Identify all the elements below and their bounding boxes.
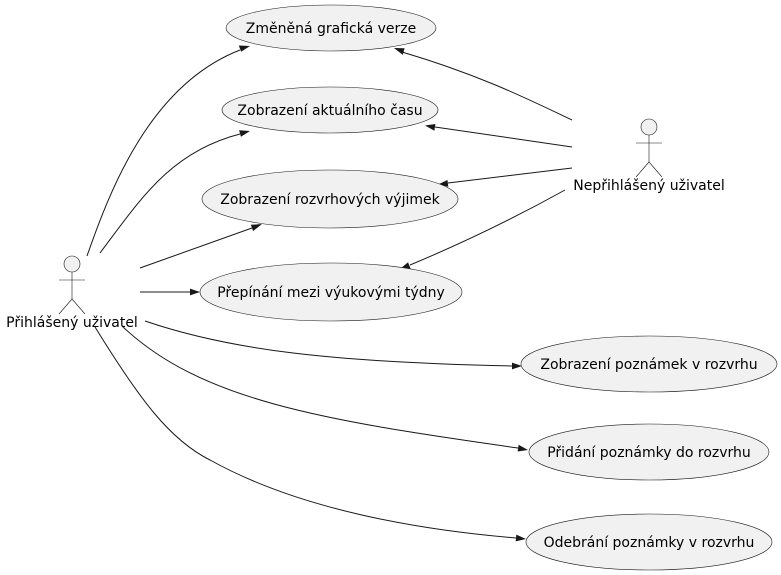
use-case-uc5: Zobrazení poznámek v rozvrhu [520,335,778,393]
arrowhead-uc5-from-logged [512,362,522,370]
arrowhead-uc3-from-anon [438,180,449,187]
edge-logged-uc5 [144,320,513,367]
actor-anonymous: Nepřihlášený uživatel [573,118,725,194]
use-case-uc4-label: Přepínání mezi výukovými týdny [217,285,445,301]
use-case-uc2-label: Zobrazení aktuálního času [237,103,422,119]
arrowhead-uc2-from-logged [239,130,250,137]
edge-anon-uc1 [401,51,573,121]
arrowhead-uc1-from-anon [394,48,405,55]
edge-logged-uc2 [99,133,241,254]
use-case-uc1-label: Změněná grafická verze [246,21,416,37]
edge-logged-uc6 [121,325,519,449]
use-case-uc5-ellipse [520,335,778,393]
use-case-uc4-ellipse [199,262,463,322]
associations [86,45,573,542]
edge-anon-uc3 [447,167,573,184]
stick-figure-icon [58,255,86,315]
use-case-uc3-ellipse [201,169,459,229]
actor-logged-in: Přihlášený uživatel [6,255,138,331]
use-case-uc1: Změněná grafická verze [225,4,437,52]
use-case-uc6-ellipse [528,423,770,481]
use-case-uc7-ellipse [525,513,773,571]
edge-logged-uc1 [86,49,241,257]
use-case-uc1-ellipse [225,4,437,52]
edge-anon-uc2 [434,126,573,148]
use-case-uc6-label: Přidání poznámky do rozvrhu [547,445,751,461]
use-case-uc7: Odebrání poznámky v rozvrhu [525,513,773,571]
actor-anonymous-label: Nepřihlášený uživatel [573,178,724,194]
arrowhead-uc7-from-logged [515,534,526,542]
arrowhead-uc1-from-logged [238,45,250,52]
use-case-uc4: Přepínání mezi výukovými týdny [199,262,463,322]
arrowhead-uc3-from-logged [250,224,262,232]
actor-logged-in-label: Přihlášený uživatel [6,315,138,331]
use-case-uc7-label: Odebrání poznámky v rozvrhu [544,535,755,551]
use-case-uc6: Přidání poznámky do rozvrhu [528,423,770,481]
arrowhead-uc6-from-logged [517,444,528,452]
arrowhead-uc4-from-anon [400,262,411,269]
arrowhead-uc4-from-logged [190,288,200,296]
arrowhead-uc2-from-anon [425,124,436,131]
edge-anon-uc4 [409,189,566,266]
stick-figure-icon [635,118,663,178]
use-case-uc2: Zobrazení aktuálního času [221,86,439,134]
use-case-uc5-label: Zobrazení poznámek v rozvrhu [540,357,757,373]
use-case-uc2-ellipse [221,86,439,134]
use-case-uc3: Zobrazení rozvrhových výjimek [201,169,459,229]
use-case-uc3-label: Zobrazení rozvrhových výjimek [220,192,440,208]
edge-logged-uc3 [139,227,253,269]
edge-logged-uc7 [94,326,517,539]
